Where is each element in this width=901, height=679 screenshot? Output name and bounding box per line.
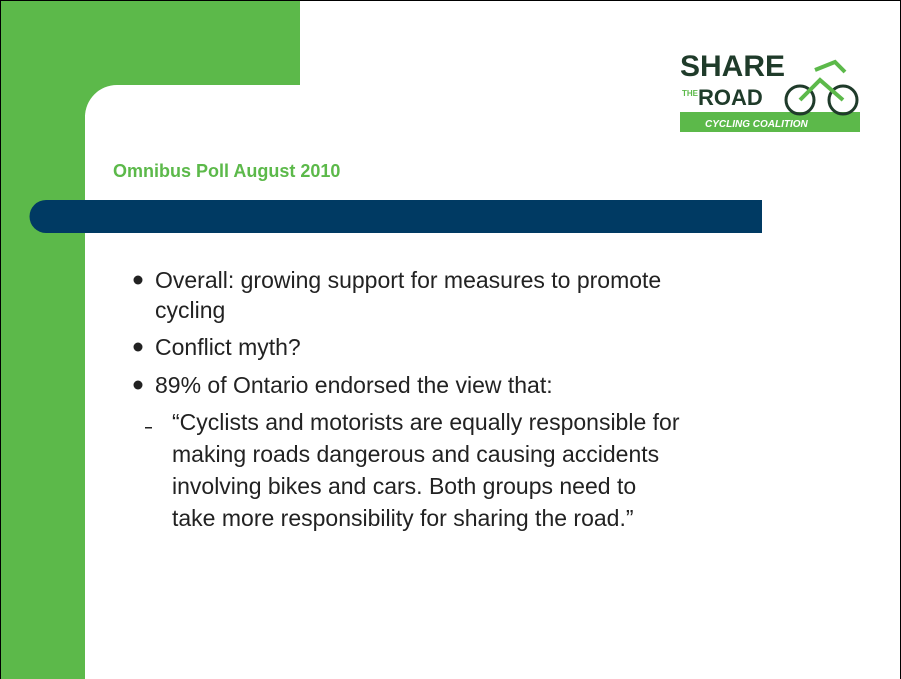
rider — [798, 59, 847, 102]
logo-text: CYCLING COALITION — [705, 119, 809, 130]
bullet-text: Conflict myth? — [155, 334, 301, 360]
logo: SHARE THE ROAD CYCLING COALITION — [662, 42, 860, 132]
quote-text: making roads dangerous and causing accid… — [172, 441, 659, 467]
quote-text: “Cyclists and motorists are equally resp… — [172, 409, 680, 435]
blue-bar — [29, 200, 763, 233]
logo-text: SHARE — [680, 50, 785, 83]
bullet-text: cycling — [155, 297, 225, 323]
title: Omnibus Poll August 2010 — [113, 161, 340, 181]
logo-text: THE — [682, 89, 699, 98]
wheel — [827, 84, 859, 116]
bullet-text: 89% of Ontario endorsed the view that: — [155, 372, 553, 398]
bullet-dot — [133, 275, 143, 285]
logo-text: ROAD — [698, 85, 763, 110]
quote-text: take more responsibility for sharing the… — [172, 505, 634, 531]
bullet-dot — [133, 380, 143, 390]
bullet-text: Overall: growing support for measures to… — [155, 267, 661, 293]
logo-strip — [680, 112, 860, 132]
quote-text: involving bikes and cars. Both groups ne… — [172, 473, 636, 499]
sub-dash — [145, 427, 152, 429]
wheel — [784, 84, 816, 116]
bullet-dot — [133, 342, 143, 352]
white-corner — [85, 85, 505, 485]
